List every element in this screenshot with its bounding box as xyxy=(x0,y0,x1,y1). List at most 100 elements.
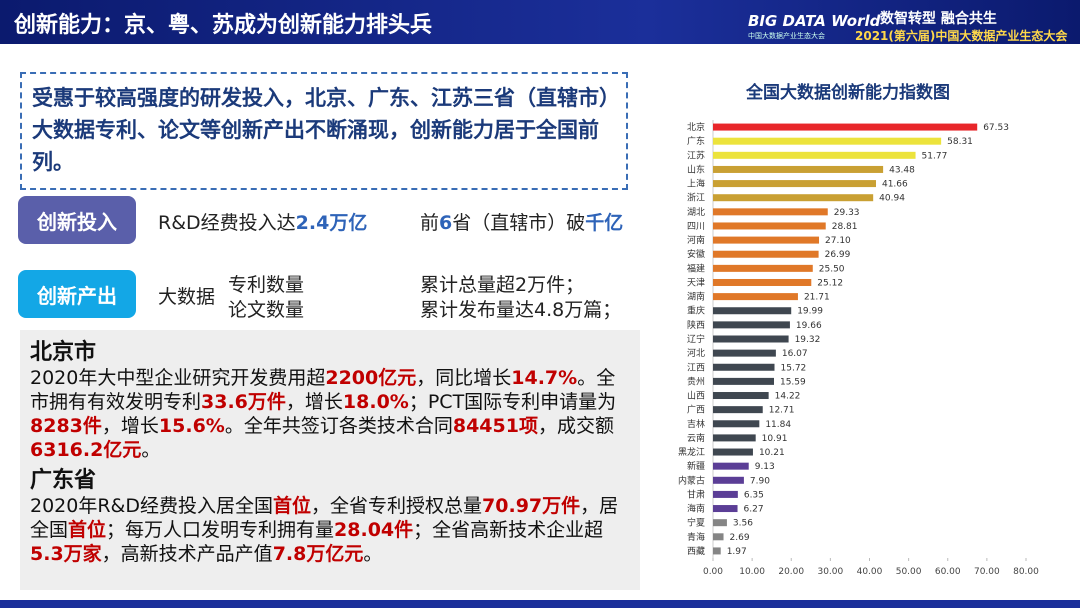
text-run: 省（直辖市）破 xyxy=(452,212,586,234)
y-tick-label: 陕西 xyxy=(687,319,705,331)
text-run: ；全省高新技术企业超 xyxy=(413,519,604,541)
y-tick-label: 福建 xyxy=(687,262,705,274)
bar xyxy=(713,208,828,216)
bar xyxy=(713,194,874,202)
text-run: 15.6% xyxy=(158,415,225,437)
value-label: 11.84 xyxy=(765,420,791,430)
region-text: 2020年大中型企业研究开发费用超2200亿元，同比增长14.7%。全市拥有有效… xyxy=(30,366,630,462)
y-tick-label: 湖北 xyxy=(687,207,705,218)
bar xyxy=(713,278,812,286)
value-label: 10.21 xyxy=(759,448,785,458)
bar xyxy=(713,236,820,244)
bar xyxy=(713,533,724,541)
value-label: 15.59 xyxy=(780,377,806,387)
text-run: 14.7% xyxy=(511,367,578,389)
value-label: 1.97 xyxy=(727,547,747,557)
y-tick-label: 青海 xyxy=(687,531,705,543)
bar xyxy=(713,321,790,329)
y-tick-label: 甘肃 xyxy=(687,488,705,500)
y-tick-label: 黑龙江 xyxy=(678,446,705,458)
value-label: 3.56 xyxy=(733,519,753,529)
text-run: ，同比增长 xyxy=(416,367,512,389)
text-run: 首位 xyxy=(68,519,107,541)
bar xyxy=(713,392,769,400)
value-label: 16.07 xyxy=(782,349,808,359)
y-tick-label: 重庆 xyxy=(687,305,705,317)
value-label: 19.99 xyxy=(797,307,823,317)
bar xyxy=(713,476,744,484)
footer-bar xyxy=(0,600,1080,608)
text-run: ，居全国 xyxy=(30,495,619,541)
y-tick-label: 贵州 xyxy=(687,375,705,387)
value-label: 25.50 xyxy=(819,264,845,274)
bar xyxy=(713,123,978,131)
subject: 大数据 xyxy=(158,286,216,308)
value-label: 21.71 xyxy=(804,293,830,303)
y-tick-label: 内蒙古 xyxy=(678,474,705,486)
text-run: ，增长 xyxy=(285,391,343,413)
text-run: 2020年大中型企业研究开发费用超 xyxy=(30,367,326,389)
bar xyxy=(713,363,775,371)
value-label: 29.33 xyxy=(834,208,860,218)
conference: 2021(第六届)中国大数据产业生态大会 xyxy=(855,29,1068,43)
bar xyxy=(713,137,942,145)
bar xyxy=(713,434,756,442)
region-name: 北京市 xyxy=(30,340,97,365)
text-run: 。全年共签订各类技术合同 xyxy=(224,415,453,437)
y-tick-label: 山东 xyxy=(687,163,705,175)
y-tick-label: 河南 xyxy=(687,234,705,246)
text-run: 首位 xyxy=(273,495,312,517)
text-run: 18.0% xyxy=(342,391,409,413)
text-run: 8283件 xyxy=(30,415,102,437)
text-run: 28.04件 xyxy=(334,519,414,541)
y-tick-label: 新疆 xyxy=(687,460,705,472)
value-label: 15.72 xyxy=(781,363,807,373)
value-label: 40.94 xyxy=(879,194,905,204)
text-run: ；每万人口发明专利拥有量 xyxy=(106,519,335,541)
value-label: 41.66 xyxy=(882,180,908,190)
tag: 创新产出 xyxy=(18,270,136,318)
text-run: ，成交额 xyxy=(537,415,614,437)
slide-title: 创新能力：京、粤、苏成为创新能力排头兵 xyxy=(14,13,433,38)
x-tick-label: 20.00 xyxy=(778,567,804,577)
bar xyxy=(713,448,753,456)
text-run: ，增长 xyxy=(101,415,159,437)
y-tick-label: 河北 xyxy=(687,347,705,359)
y-tick-label: 海南 xyxy=(687,503,705,515)
text-run: ，高新技术产品产值 xyxy=(101,543,273,565)
logo: BIG DATA World xyxy=(748,12,881,30)
value-label: 12.71 xyxy=(769,406,795,416)
value-label: 2.69 xyxy=(730,533,750,543)
bar xyxy=(713,151,916,159)
value-label: 19.66 xyxy=(796,321,822,331)
y-tick-label: 天津 xyxy=(687,277,705,288)
bar xyxy=(713,307,792,315)
value-label: 6.27 xyxy=(744,505,764,515)
text-run: 70.97万件 xyxy=(482,495,581,517)
x-tick-label: 60.00 xyxy=(935,567,961,577)
chart-title: 全国大数据创新能力指数图 xyxy=(745,82,950,103)
bar xyxy=(713,462,749,470)
text-run: 。全市拥有有效发明专利 xyxy=(30,367,616,413)
chart: 全国大数据创新能力指数图 0.00 10.00 20.00 30.00 40.00 50.… xyxy=(678,82,1039,577)
result: 累计总量超2万件； xyxy=(420,274,585,296)
text-run: 5.3万家 xyxy=(30,543,102,565)
bar xyxy=(713,547,721,555)
value-label: 27.10 xyxy=(825,236,851,246)
bar xyxy=(713,264,813,272)
bar xyxy=(713,222,826,230)
y-tick-label: 江西 xyxy=(687,362,705,373)
text-run: 33.6万件 xyxy=(201,391,286,413)
y-tick-label: 山西 xyxy=(687,391,705,402)
item: 前6省（直辖市）破千亿 xyxy=(420,208,623,235)
y-tick-label: 吉林 xyxy=(687,418,705,430)
value-label: 19.32 xyxy=(795,335,821,345)
y-tick-label: 四川 xyxy=(687,222,705,232)
y-tick-label: 广东 xyxy=(687,135,705,147)
x-tick-label: 0.00 xyxy=(703,567,723,577)
text-run: 84451项 xyxy=(452,415,538,437)
text-run: 。 xyxy=(363,543,383,565)
tag: 创新投入 xyxy=(18,196,136,244)
text-run: 。 xyxy=(141,439,161,461)
result: 累计发布量达4.8万篇； xyxy=(420,299,622,321)
